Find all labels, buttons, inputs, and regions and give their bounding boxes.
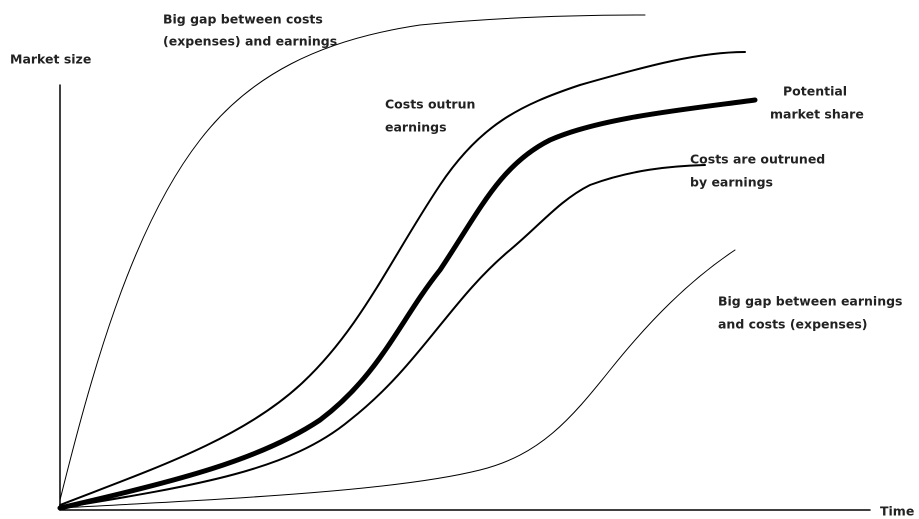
annotation: and costs (expenses): [718, 317, 868, 332]
annotation: Costs are outruned: [690, 152, 825, 167]
annotation: Potential: [783, 84, 847, 99]
x-axis-label: Time: [880, 504, 914, 519]
curve-big-gap-earnings: [59, 249, 736, 509]
y-axis-label: Market size: [10, 52, 91, 67]
annotation: Big gap between earnings: [718, 294, 903, 309]
annotation: Costs outrun: [385, 97, 475, 112]
annotation: earnings: [385, 120, 447, 135]
curve-big-gap-costs: [59, 14, 646, 501]
curve-costs-outrun: [59, 51, 746, 506]
annotation: Big gap between costs: [163, 12, 323, 27]
annotation: by earnings: [690, 175, 773, 190]
curve-costs-outruned: [59, 164, 706, 509]
curve-potential-share: [57, 97, 758, 511]
annotation: market share: [770, 107, 864, 122]
annotation: (expenses) and earnings: [163, 34, 337, 49]
